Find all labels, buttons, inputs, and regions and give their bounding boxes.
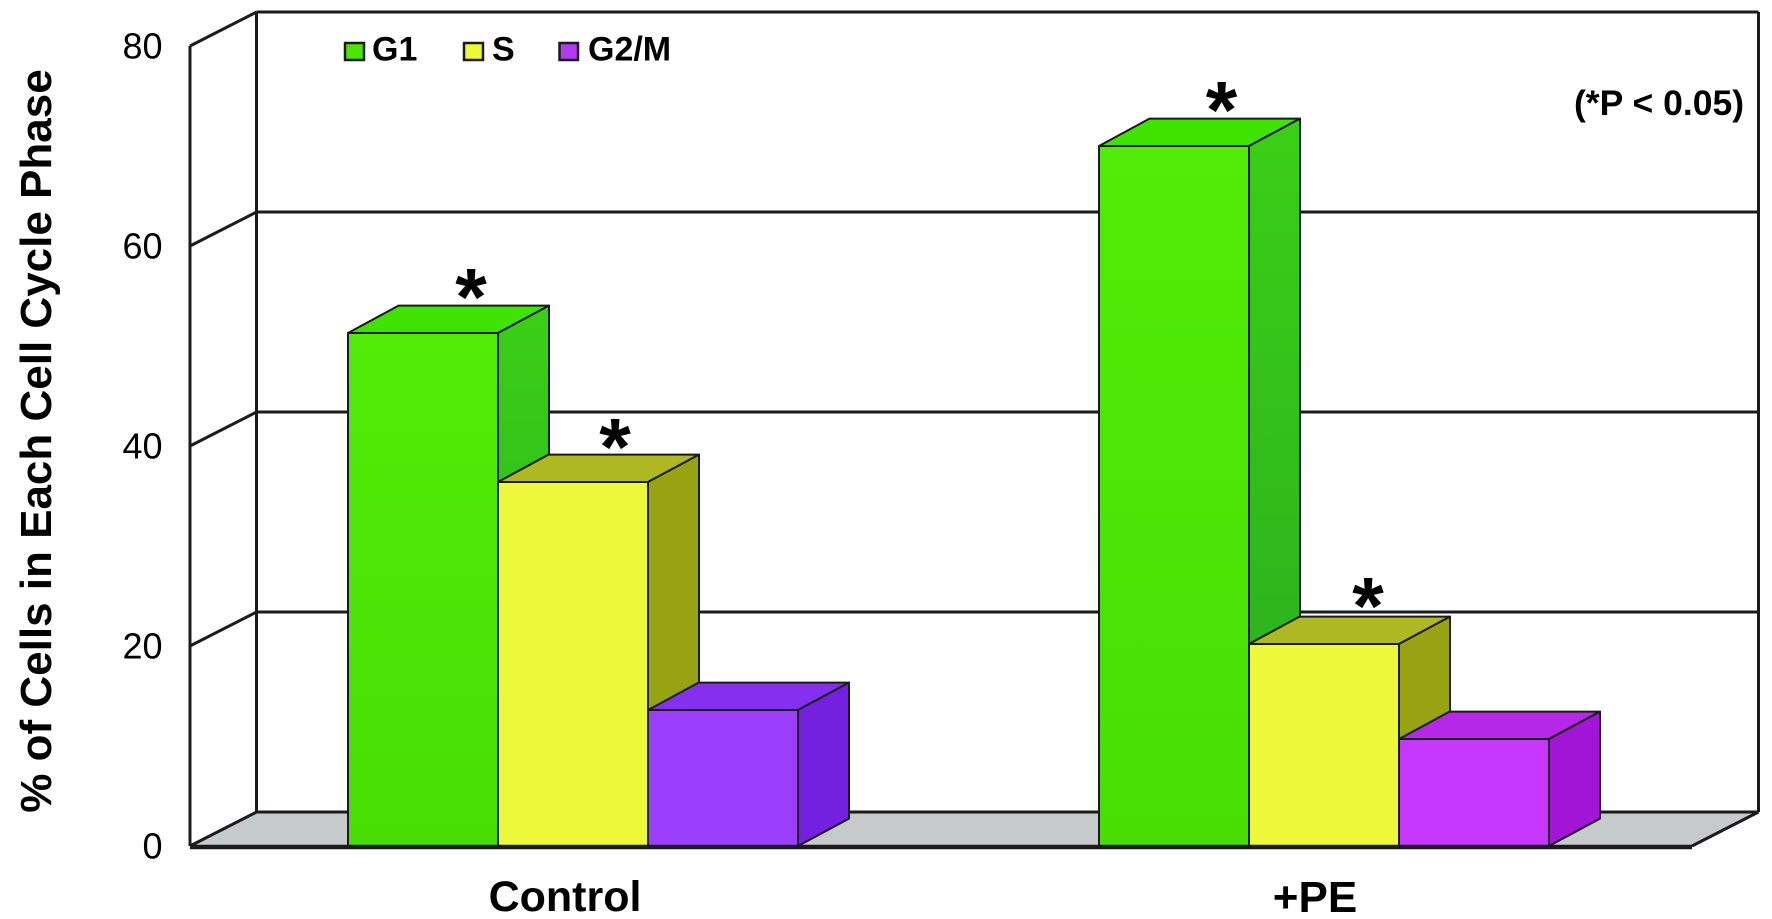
svg-text:S: S <box>492 31 515 69</box>
svg-text:0: 0 <box>142 826 162 867</box>
svg-text:G1: G1 <box>372 31 417 69</box>
svg-text:40: 40 <box>122 426 162 467</box>
svg-text:80: 80 <box>122 26 162 67</box>
svg-text:*: * <box>599 402 631 492</box>
svg-text:*: * <box>1206 65 1238 155</box>
svg-text:60: 60 <box>122 226 162 267</box>
svg-text:(*P < 0.05): (*P < 0.05) <box>1574 83 1744 123</box>
svg-text:Control: Control <box>489 873 642 919</box>
svg-text:% of Cells in Each Cell Cycle: % of Cells in Each Cell Cycle Phase <box>12 69 61 812</box>
svg-text:20: 20 <box>122 626 162 667</box>
svg-text:+PE: +PE <box>1273 873 1357 919</box>
svg-text:G2/M: G2/M <box>588 31 671 69</box>
svg-text:*: * <box>1352 561 1384 651</box>
svg-text:*: * <box>455 252 487 342</box>
